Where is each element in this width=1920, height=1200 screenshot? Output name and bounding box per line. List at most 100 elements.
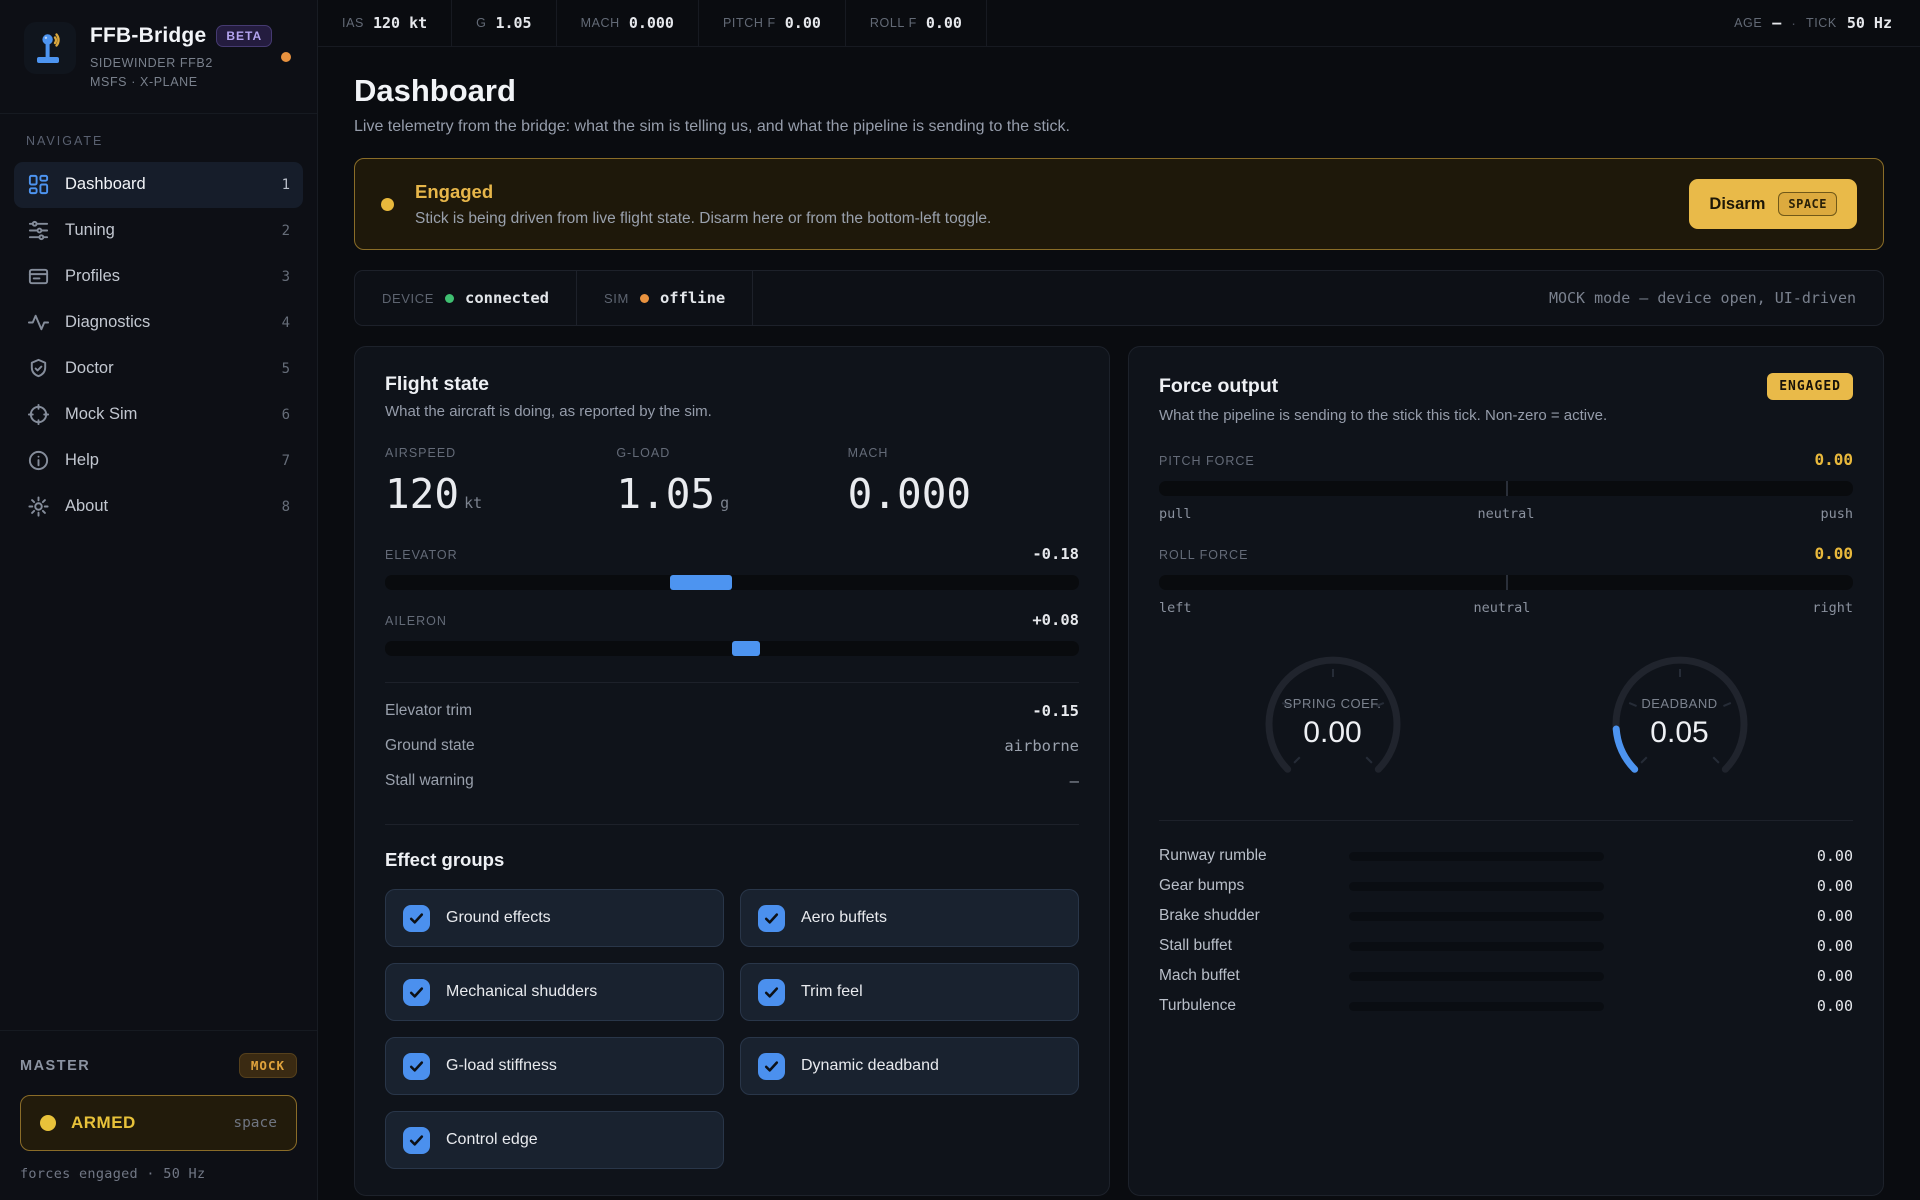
device-name: SIDEWINDER FFB2	[90, 56, 213, 70]
effect-toggle-ground-effects[interactable]: Ground effects	[385, 889, 724, 947]
armed-shortcut-key: space	[233, 1115, 277, 1131]
stat-unit: g	[720, 494, 730, 512]
sidebar: FFB-Bridge BETA SIDEWINDER FFB2 MSFS · X…	[0, 0, 318, 1200]
tick-label: TICK	[1805, 16, 1837, 30]
row-value: -0.15	[1032, 701, 1079, 720]
engaged-badge: ENGAGED	[1767, 373, 1853, 400]
force-output-title: Force output	[1159, 375, 1279, 397]
force-bar-center-tick	[1506, 481, 1508, 496]
row-label: Ground state	[385, 736, 475, 754]
sidebar-item-label: Diagnostics	[65, 313, 151, 332]
effect-groups-title: Effect groups	[385, 849, 505, 870]
sidebar-item-doctor[interactable]: Doctor 5	[14, 346, 303, 392]
sidebar-item-help[interactable]: Help 7	[14, 438, 303, 484]
channel-gear-bumps: Gear bumps 0.00	[1159, 871, 1853, 901]
age-value: —	[1772, 14, 1782, 32]
brand-subtitle: SIDEWINDER FFB2 MSFS · X-PLANE	[90, 54, 272, 93]
checkbox-checked-icon[interactable]	[758, 1052, 785, 1080]
checkbox-checked-icon[interactable]	[403, 978, 430, 1006]
sidebar-item-shortcut: 6	[281, 406, 290, 423]
engaged-title: Engaged	[415, 180, 494, 202]
device-label: DEVICE	[382, 290, 435, 306]
effect-toggle-g-load-stiffness[interactable]: G-load stiffness	[385, 1037, 724, 1095]
force-bar-center-tick	[1506, 575, 1508, 590]
topbar-separator: ·	[1791, 15, 1796, 31]
master-label: MASTER	[20, 1057, 91, 1074]
help-info-icon	[27, 449, 50, 472]
force-end-right: push	[1820, 506, 1853, 522]
stat-label: MACH	[847, 446, 889, 460]
force-roll-force: ROLL FORCE 0.00 left neutral right	[1159, 544, 1853, 616]
sidebar-item-diagnostics[interactable]: Diagnostics 4	[14, 300, 303, 346]
topbar-metric-pitch-f: PITCH F 0.00	[699, 0, 846, 46]
sidebar-item-about[interactable]: About 8	[14, 484, 303, 530]
mocksim-crosshair-icon	[27, 403, 50, 426]
effect-toggle-mechanical-shudders[interactable]: Mechanical shudders	[385, 963, 724, 1021]
armed-dot-icon	[40, 1115, 56, 1131]
flight-state-title: Flight state	[385, 373, 490, 395]
effect-toggle-control-edge[interactable]: Control edge	[385, 1111, 724, 1169]
channel-label: Mach buffet	[1159, 967, 1240, 984]
axis-value: -0.18	[1032, 545, 1079, 563]
sim-status-cell: SIM offline	[577, 271, 754, 325]
flight-stat-airspeed: AIRSPEED 120 kt	[385, 446, 616, 518]
effect-toggle-dynamic-deadband[interactable]: Dynamic deadband	[740, 1037, 1079, 1095]
force-output-card: Force output ENGAGED What the pipeline i…	[1128, 346, 1884, 1196]
armed-toggle-button[interactable]: ARMED space	[20, 1095, 297, 1151]
axis-value: +0.08	[1032, 611, 1079, 629]
sidebar-item-dashboard[interactable]: Dashboard 1	[14, 161, 303, 208]
sidebar-item-tuning[interactable]: Tuning 2	[14, 208, 303, 254]
diagnostics-pulse-icon	[27, 311, 50, 334]
axis-bar-fill	[669, 575, 732, 590]
channel-stall-buffet: Stall buffet 0.00	[1159, 931, 1853, 961]
channel-label: Brake shudder	[1159, 907, 1260, 924]
flight-state-subtitle: What the aircraft is doing, as reported …	[385, 403, 712, 420]
divider	[385, 824, 1079, 825]
device-status-value: connected	[465, 289, 550, 307]
gauge-deadband: DEADBAND 0.05	[1595, 644, 1765, 794]
checkbox-checked-icon[interactable]	[403, 1052, 430, 1080]
flight-stat-mach: MACH 0.000	[848, 446, 1079, 518]
metric-label: IAS	[342, 16, 364, 30]
row-value: airborne	[1004, 736, 1079, 755]
sidebar-item-profiles[interactable]: Profiles 3	[14, 254, 303, 300]
disarm-button[interactable]: Disarm SPACE	[1689, 179, 1857, 229]
channel-brake-shudder: Brake shudder 0.00	[1159, 901, 1853, 931]
force-end-right: right	[1812, 600, 1853, 616]
about-cog-icon	[27, 495, 50, 518]
force-bar-track	[1159, 575, 1853, 590]
telemetry-topbar: IAS 120 kt G 1.05 MACH 0.000 PITCH F 0.00 RO…	[318, 0, 1920, 47]
checkbox-checked-icon[interactable]	[758, 978, 785, 1006]
metric-value: 120 kt	[372, 14, 428, 32]
sidebar-item-shortcut: 3	[281, 268, 290, 285]
sidebar-nav: NAVIGATE Dashboard 1 Tuning 2 Profiles 3…	[0, 114, 317, 530]
channel-value: 0.00	[1816, 967, 1853, 985]
disarm-shortcut-key: SPACE	[1778, 192, 1837, 216]
mock-mode-badge: MOCK	[238, 1053, 297, 1078]
gauge-label: DEADBAND	[1641, 696, 1718, 711]
effect-toggle-aero-buffets[interactable]: Aero buffets	[740, 889, 1079, 947]
axis-bar-track	[385, 575, 1079, 590]
channel-label: Gear bumps	[1159, 877, 1245, 894]
checkbox-checked-icon[interactable]	[403, 904, 430, 932]
topbar-age-tick: AGE — · TICK 50 Hz	[1734, 0, 1920, 46]
dashboard-grid-icon	[27, 173, 50, 196]
channel-value: 0.00	[1816, 847, 1853, 865]
channel-label: Turbulence	[1159, 997, 1236, 1014]
effect-toggle-trim-feel[interactable]: Trim feel	[740, 963, 1079, 1021]
force-label: ROLL FORCE	[1159, 548, 1249, 562]
metric-label: PITCH F	[722, 16, 776, 30]
row-label: Stall warning	[385, 771, 474, 789]
sidebar-item-mock-sim[interactable]: Mock Sim 6	[14, 392, 303, 438]
flight-state-card: Flight state What the aircraft is doing,…	[354, 346, 1110, 1196]
armed-label: ARMED	[71, 1113, 136, 1132]
checkbox-checked-icon[interactable]	[758, 904, 785, 932]
channel-mach-buffet: Mach buffet 0.00	[1159, 961, 1853, 991]
checkbox-checked-icon[interactable]	[403, 1126, 430, 1154]
row-stall-warning: Stall warning —	[385, 763, 1079, 798]
force-bar-track	[1159, 481, 1853, 496]
topbar-metric-ias: IAS 120 kt	[318, 0, 453, 46]
device-status-cell: DEVICE connected	[355, 271, 578, 325]
sidebar-item-label: Mock Sim	[65, 405, 138, 424]
effect-label: Mechanical shudders	[446, 983, 598, 1000]
